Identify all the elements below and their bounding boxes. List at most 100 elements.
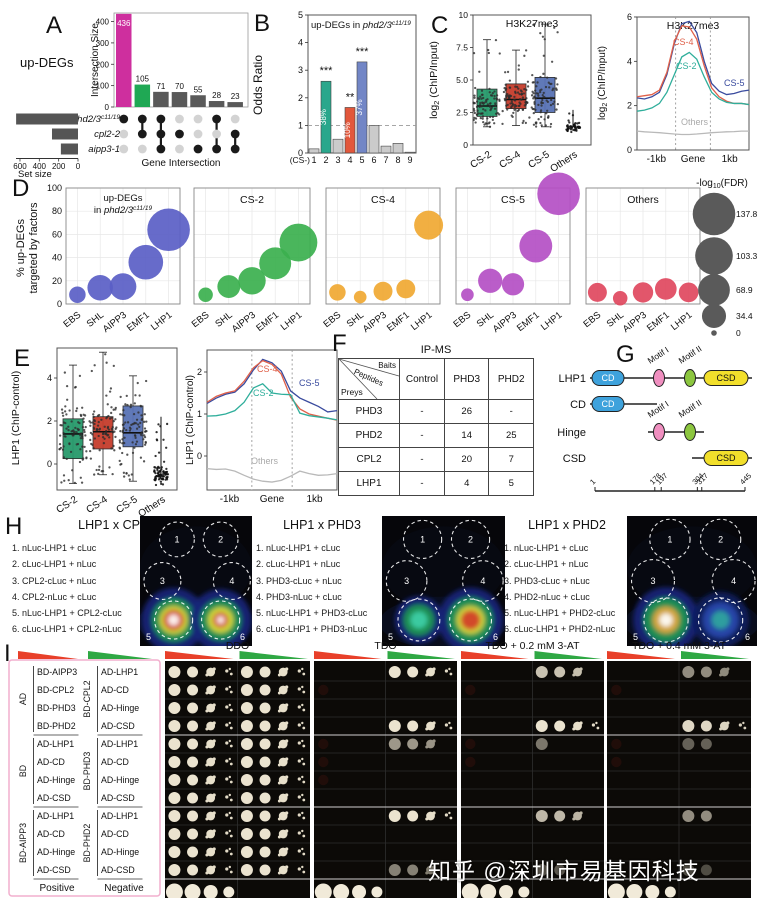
svg-text:EBS: EBS bbox=[190, 310, 212, 330]
infiltration-circle bbox=[402, 519, 443, 560]
construct-row-label: AD-CSD bbox=[37, 793, 71, 803]
construct-row-label: AD-LHP1 bbox=[37, 811, 74, 821]
series-label: CS-2 bbox=[676, 61, 697, 71]
cd-domain bbox=[591, 370, 625, 386]
infiltration-circle bbox=[450, 519, 491, 560]
panel-e-metagene-profile: 0 1 2 -1kb Gene 1kb CS-4 CS-2 CS-5 Others LHP1 (Ch… bbox=[185, 349, 338, 505]
membership-dot bbox=[137, 114, 147, 124]
svg-text:3: 3 bbox=[335, 155, 340, 165]
svg-text:2: 2 bbox=[197, 367, 202, 377]
motif-ii bbox=[684, 369, 696, 387]
svg-text:1: 1 bbox=[311, 155, 316, 165]
svg-text:CS-2: CS-2 bbox=[469, 149, 494, 171]
svg-text:(CS-): (CS-) bbox=[290, 155, 310, 165]
prey-row-label: PHD3 bbox=[338, 399, 400, 424]
svg-text:Set size: Set size bbox=[18, 169, 52, 180]
construct-row-label: BD-PHD3 bbox=[37, 703, 76, 713]
bubble bbox=[396, 279, 416, 299]
svg-text:71: 71 bbox=[156, 82, 165, 91]
ghost-spot bbox=[465, 756, 476, 768]
colony-spots bbox=[535, 720, 600, 732]
svg-text:6: 6 bbox=[493, 632, 498, 642]
construct-row-label: AD-Hinge bbox=[37, 775, 75, 785]
svg-text:1: 1 bbox=[197, 409, 202, 419]
membership-dot bbox=[193, 129, 203, 139]
svg-text:68.9: 68.9 bbox=[736, 285, 753, 295]
construct-combo: 5. nLuc-LHP1 + PHD3-cLuc bbox=[256, 608, 368, 619]
profile-line-CS-2 bbox=[636, 51, 750, 112]
panel-d-letter: D bbox=[12, 175, 29, 202]
panel-g-domain-diagram: G LHP1 CD Motif I Motif II CSD CD CD Hinge Motif … bbox=[557, 341, 753, 492]
construct-combo: 4. CPL2-nLuc + cLuc bbox=[12, 591, 97, 602]
svg-text:0: 0 bbox=[463, 140, 468, 150]
infiltration-circle bbox=[643, 597, 689, 643]
series-label: Others bbox=[251, 456, 279, 466]
membership-dot bbox=[156, 129, 166, 139]
construct-row-label: AD-CSD bbox=[101, 721, 135, 731]
set-label: cpl2-2 bbox=[94, 129, 121, 140]
series-label: Others bbox=[681, 117, 709, 127]
bubble bbox=[587, 282, 607, 302]
bubble bbox=[654, 278, 677, 300]
colony-spots bbox=[682, 738, 712, 750]
svg-text:40: 40 bbox=[52, 253, 62, 263]
cd-domain bbox=[591, 396, 625, 412]
svg-text:CS-4: CS-4 bbox=[498, 149, 523, 171]
label-box bbox=[8, 659, 161, 897]
membership-dot bbox=[230, 144, 240, 154]
legend-bubble bbox=[692, 192, 736, 236]
bubble bbox=[537, 172, 580, 216]
plate-edge-row bbox=[165, 883, 235, 898]
series-label: CS-5 bbox=[299, 378, 320, 388]
svg-text:37%: 37% bbox=[355, 99, 364, 115]
watermark: 知乎 @深圳市易基因科技 bbox=[428, 858, 700, 884]
panel-f-ipms-table: IP-MS Baits Peptides Preys Control PHD3 PHD2 PH… bbox=[338, 344, 534, 496]
svg-text:2: 2 bbox=[323, 155, 328, 165]
bubble bbox=[109, 273, 137, 300]
svg-text:EBS: EBS bbox=[61, 310, 83, 330]
svg-text:LHP1: LHP1 bbox=[669, 310, 694, 333]
construct-combo: 2. cLuc-LHP1 + nLuc bbox=[12, 559, 97, 570]
legend-bubble bbox=[711, 330, 717, 336]
colony-spots bbox=[682, 720, 747, 732]
construct-combo: 3. CPL2-cLuc + nLuc bbox=[12, 575, 97, 586]
luminescence-glow bbox=[633, 587, 749, 646]
svg-text:-log10(FDR): -log10(FDR) bbox=[696, 178, 748, 190]
luciferase-image-cpl2: 1 2 3 4 5 6 bbox=[140, 516, 252, 646]
green-dilution-wedge bbox=[88, 651, 152, 659]
svg-text:Motif II: Motif II bbox=[677, 343, 704, 365]
prey-row-label: LHP1 bbox=[338, 471, 400, 496]
bait-group-label: BD bbox=[18, 765, 28, 777]
negative-label: Negative bbox=[104, 883, 144, 894]
svg-text:10%: 10% bbox=[343, 122, 352, 138]
svg-text:137.8: 137.8 bbox=[736, 209, 757, 219]
luminescence-glow bbox=[394, 587, 504, 646]
green-dilution-wedge bbox=[239, 651, 308, 659]
construct-combo: 1. nLuc-LHP1 + cLuc bbox=[12, 543, 97, 553]
bubble bbox=[128, 244, 164, 280]
green-dilution-wedge bbox=[387, 651, 455, 659]
svg-text:600: 600 bbox=[13, 162, 27, 171]
subpanel-title: Others bbox=[627, 194, 659, 206]
peptide-count-cell: 20 bbox=[443, 447, 490, 472]
colony-spots bbox=[168, 864, 233, 876]
colony-spots bbox=[168, 684, 233, 696]
svg-text:100: 100 bbox=[96, 82, 110, 91]
svg-text:Motif I: Motif I bbox=[646, 345, 671, 366]
colony-spots bbox=[240, 864, 306, 876]
bubble bbox=[519, 229, 553, 263]
svg-text:LHP1 (ChIP-control): LHP1 (ChIP-control) bbox=[10, 371, 22, 466]
infiltration-circle bbox=[202, 521, 239, 558]
box bbox=[534, 77, 556, 113]
set-label: phd2/3c11/19 bbox=[71, 114, 120, 125]
svg-text:7.5: 7.5 bbox=[456, 43, 468, 53]
colony-spots bbox=[168, 828, 233, 840]
svg-text:log2 (ChIP/Input): log2 (ChIP/Input) bbox=[597, 46, 609, 120]
svg-text:3: 3 bbox=[298, 65, 303, 75]
membership-dot bbox=[119, 144, 129, 154]
svg-text:20: 20 bbox=[52, 276, 62, 286]
odds-bar bbox=[392, 143, 404, 154]
construct-combo: 3. PHD3-cLuc + nLuc bbox=[504, 575, 590, 586]
